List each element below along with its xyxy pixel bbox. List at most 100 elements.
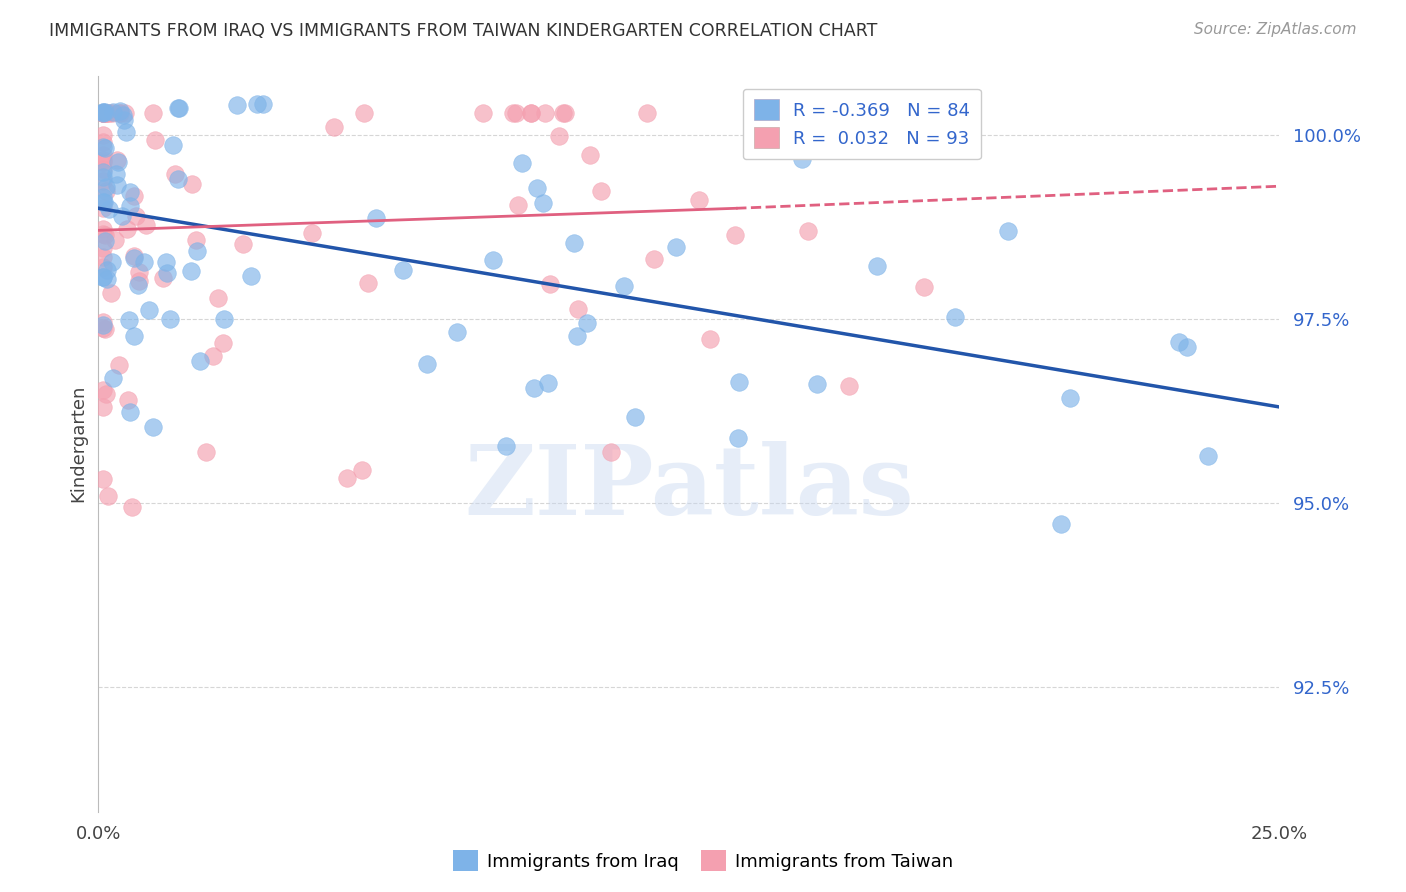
Point [108, 105, 131, 120]
Point [94, 184, 117, 198]
Text: Source: ZipAtlas.com: Source: ZipAtlas.com [1194, 22, 1357, 37]
Point [96, 263, 118, 277]
Point [538, 277, 561, 291]
Point [115, 221, 138, 235]
Point [195, 445, 218, 459]
Point [91, 269, 114, 284]
Point [91, 315, 114, 329]
Point [91, 242, 114, 256]
Point [523, 381, 546, 395]
Point [866, 260, 889, 274]
Point [94, 322, 117, 336]
Point [142, 105, 165, 120]
Point [536, 376, 558, 391]
Point [120, 405, 142, 419]
Point [91, 250, 114, 264]
Point [181, 177, 204, 191]
Point [91, 153, 114, 167]
Point [94, 387, 117, 401]
Point [128, 265, 150, 279]
Point [101, 104, 124, 119]
Point [114, 105, 136, 120]
Point [108, 105, 131, 120]
Point [997, 224, 1019, 238]
Legend: R = -0.369   N = 84, R =  0.032   N = 93: R = -0.369 N = 84, R = 0.032 N = 93 [742, 88, 981, 159]
Point [91, 384, 114, 398]
Point [912, 279, 935, 293]
Point [115, 125, 138, 139]
Point [579, 148, 602, 162]
Point [91, 105, 114, 120]
Point [838, 379, 860, 393]
Point [122, 329, 145, 343]
Point [323, 120, 346, 135]
Point [531, 196, 554, 211]
Point [252, 96, 274, 111]
Point [188, 354, 211, 368]
Point [472, 105, 495, 120]
Text: ZIPatlas: ZIPatlas [464, 441, 914, 535]
Point [107, 155, 129, 169]
Point [122, 189, 145, 203]
Point [636, 105, 658, 120]
Point [96, 272, 118, 286]
Point [91, 195, 114, 210]
Point [91, 105, 114, 120]
Point [392, 262, 415, 277]
Point [91, 105, 114, 120]
Point [118, 312, 141, 326]
Point [1167, 335, 1189, 350]
Point [186, 244, 208, 258]
Point [643, 252, 665, 266]
Point [91, 190, 114, 204]
Point [623, 409, 645, 424]
Point [446, 325, 468, 339]
Point [105, 167, 128, 181]
Point [167, 101, 190, 115]
Legend: Immigrants from Iraq, Immigrants from Taiwan: Immigrants from Iraq, Immigrants from Ta… [446, 843, 960, 879]
Point [845, 129, 868, 144]
Point [212, 335, 235, 350]
Point [576, 316, 599, 330]
Point [91, 227, 114, 241]
Point [91, 260, 114, 274]
Point [91, 105, 114, 120]
Y-axis label: Kindergarten: Kindergarten [69, 385, 87, 502]
Point [91, 321, 114, 335]
Point [165, 167, 187, 181]
Point [91, 136, 114, 150]
Point [142, 419, 165, 434]
Point [91, 174, 114, 188]
Point [93, 194, 115, 209]
Point [91, 162, 114, 177]
Point [167, 101, 190, 115]
Point [94, 180, 117, 194]
Point [246, 97, 269, 112]
Point [180, 264, 202, 278]
Point [589, 184, 612, 198]
Point [565, 329, 588, 343]
Point [91, 105, 114, 120]
Point [96, 105, 118, 120]
Point [111, 108, 134, 122]
Point [1197, 450, 1219, 464]
Point [776, 105, 799, 120]
Point [125, 209, 148, 223]
Point [1175, 340, 1198, 354]
Point [152, 270, 174, 285]
Point [240, 268, 263, 283]
Point [526, 180, 548, 194]
Point [554, 105, 576, 120]
Point [94, 105, 117, 120]
Point [114, 112, 136, 127]
Point [108, 358, 131, 372]
Point [156, 266, 179, 280]
Point [495, 439, 517, 453]
Point [159, 311, 181, 326]
Point [547, 129, 569, 144]
Point [91, 318, 114, 333]
Point [567, 301, 589, 316]
Point [91, 128, 114, 142]
Point [93, 141, 115, 155]
Point [101, 255, 124, 269]
